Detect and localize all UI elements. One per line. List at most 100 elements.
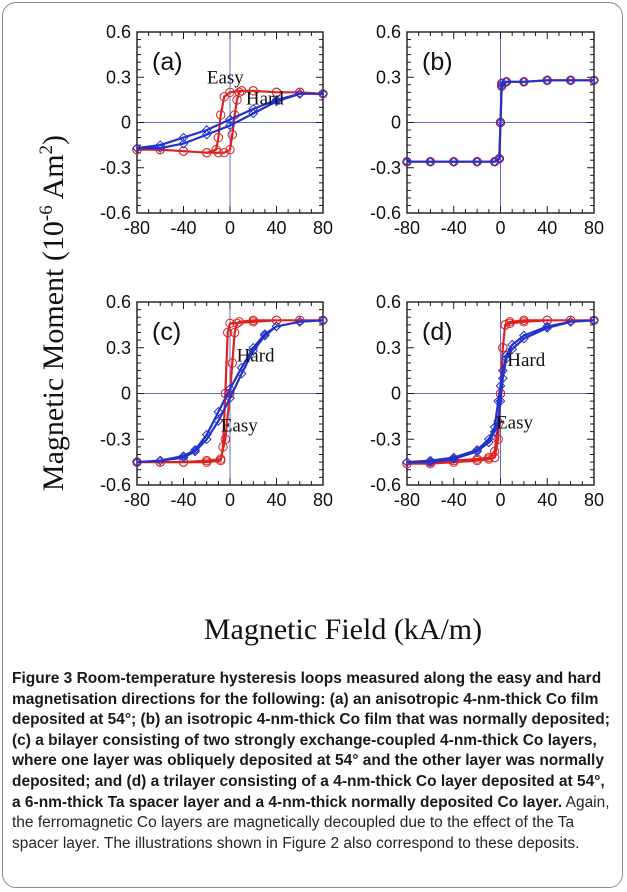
panel-a-y-tick-label: -0.6: [100, 203, 131, 223]
panel-a-label: (a): [152, 48, 183, 76]
panel-a-easy-point: [219, 147, 229, 158]
panel-c-hard-point: [318, 315, 328, 326]
panel-b-x-tick-label: 0: [495, 218, 505, 238]
panel-b-hard-point: [495, 117, 506, 128]
panel-d-hard-point: [497, 373, 508, 384]
panel-b-hard-point: [565, 75, 576, 86]
panel-d-x-tick-label: 80: [584, 490, 604, 510]
panel-d-hard-point: [565, 316, 576, 327]
panel-b-x-tick-label: 80: [584, 218, 604, 238]
panel-c-easy-point: [225, 318, 235, 329]
panel-d-hard-point: [483, 434, 494, 445]
panel-a-x-tick-label: 0: [225, 218, 235, 238]
panel-d-easy-point: [425, 458, 436, 469]
panel-d-hard-point: [489, 426, 500, 437]
panel-d-hard-point: [501, 350, 512, 361]
panel-c-easy-point: [271, 315, 282, 325]
panel-b-hard-point: [589, 75, 599, 86]
panel-c-y-tick-label: -0.6: [100, 475, 131, 495]
panel-c-annotation-hard: Hard: [237, 345, 275, 366]
panel-a-hard-point: [155, 140, 166, 151]
panel-c-hard-point: [201, 429, 212, 440]
panel-d-hard-point: [493, 396, 504, 407]
panel-d-y-tick-label: 0.6: [376, 292, 401, 312]
panel-d-hard-point: [542, 321, 553, 332]
panel-a-hard-point: [271, 96, 282, 107]
panel-c-hard-point: [178, 452, 189, 463]
panel-c-easy-point: [248, 317, 258, 327]
panel-d-x-tick-label: -40: [441, 490, 467, 510]
panel-b: -80 -40 0 40 80 0.6 0.3 0 -0.3 -0.6 (b): [370, 22, 604, 238]
panel-c-hard-point: [225, 384, 235, 394]
panel-b-x-tick-label: -40: [441, 218, 467, 238]
panel-d-hard-point: [489, 422, 500, 432]
panel-d-hard-point: [507, 339, 518, 350]
panel-d-x-tick-label: 40: [537, 490, 557, 510]
figure-caption: Figure 3 Room-temperature hysteresis loo…: [12, 669, 615, 854]
panel-a-x-tick-label: -40: [170, 218, 196, 238]
panel-d-hard-point: [472, 446, 483, 457]
panel-a-hard-point: [178, 138, 189, 149]
panel-b-hard-point: [494, 153, 505, 164]
panel-a-hard-curve: [136, 92, 325, 150]
caption-bold-text: Room-temperature hysteresis loops measur…: [12, 670, 610, 811]
panel-c-hard-point: [213, 406, 224, 417]
panel-c-hard-point: [248, 342, 259, 353]
panel-a-easy-point: [248, 86, 258, 96]
panel-a-hard-point: [318, 88, 328, 99]
panel-d-hard-point: [507, 344, 518, 355]
panel-a-y-tick-label: 0: [121, 113, 131, 133]
panel-c-easy-point: [155, 457, 165, 467]
panel-c-y-tick-label: 0: [121, 384, 131, 404]
panel-a-y-tick-label: 0.3: [106, 67, 131, 87]
panel-d-easy-point: [472, 455, 482, 466]
panel-d-hard-point: [402, 457, 412, 468]
panel-c-hard-point: [271, 321, 282, 332]
panel-c-easy-point: [234, 317, 245, 327]
panel-b-hard-point: [402, 156, 412, 167]
panel-c-easy-point: [229, 327, 240, 338]
panel-d-easy-point: [519, 317, 529, 327]
panel-d-annotation-easy: Easy: [496, 413, 533, 434]
panel-a-hard-point: [155, 143, 166, 154]
panel-b-hard-point: [496, 78, 507, 89]
panel-b-x-tick-label: -80: [394, 218, 420, 238]
panel-c-easy-point: [227, 358, 238, 368]
panel-c-easy-point: [232, 318, 242, 329]
panel-d-easy-point: [500, 320, 510, 330]
panel-d-hard-point: [542, 323, 553, 333]
panel-d-easy-point: [402, 458, 412, 469]
panel-a-easy-point: [295, 87, 305, 98]
panel-b-hard-point: [518, 76, 529, 87]
panel-c-easy-point: [216, 455, 226, 466]
panel-c-x-tick-label: -40: [170, 490, 196, 510]
panel-d-easy-point: [505, 318, 515, 329]
panel-c-easy-point: [218, 442, 228, 452]
panel-c-hard-point: [201, 434, 212, 445]
panel-b-hard-point: [448, 156, 459, 167]
panel-c: -80 -40 0 40 80 0.6 0.3 0 -0.3 -0.6 (c) Hard Easy: [100, 292, 333, 510]
panel-d-y-tick-label: 0: [391, 384, 401, 404]
panel-d-easy-point: [489, 446, 500, 457]
panel-c-easy-point: [295, 315, 305, 325]
panel-c-annotation-easy: Easy: [221, 416, 258, 437]
panel-a-easy-point: [213, 132, 224, 143]
panel-a-y-tick-label: -0.3: [100, 158, 131, 178]
panel-a-x-tick-label: 80: [313, 218, 333, 238]
panel-c-y-tick-label: -0.3: [100, 429, 131, 449]
panel-c-hard-point: [225, 393, 235, 403]
panel-c-hard-point: [294, 316, 305, 327]
panel-b-hard-point: [425, 156, 436, 167]
y-axis-label: Magnetic Moment (10-6 Am2): [36, 135, 70, 491]
panel-b-y-tick-label: 0: [391, 113, 401, 133]
caption-text: Again, the ferromagnetic Co layers are m…: [12, 793, 610, 852]
panel-c-hard-point: [190, 445, 201, 455]
y-axis-label-main: Magnetic Moment (10: [37, 221, 70, 491]
panel-a-easy-point: [178, 146, 189, 156]
panel-c-x-tick-label: 0: [225, 490, 235, 510]
panel-d-easy-point: [542, 315, 552, 325]
panel-d-x-tick-label: -80: [394, 490, 420, 510]
y-axis-label-end: ): [37, 135, 70, 145]
panel-c-y-tick-label: 0.3: [106, 338, 131, 358]
panel-d-hard-point: [518, 333, 529, 344]
